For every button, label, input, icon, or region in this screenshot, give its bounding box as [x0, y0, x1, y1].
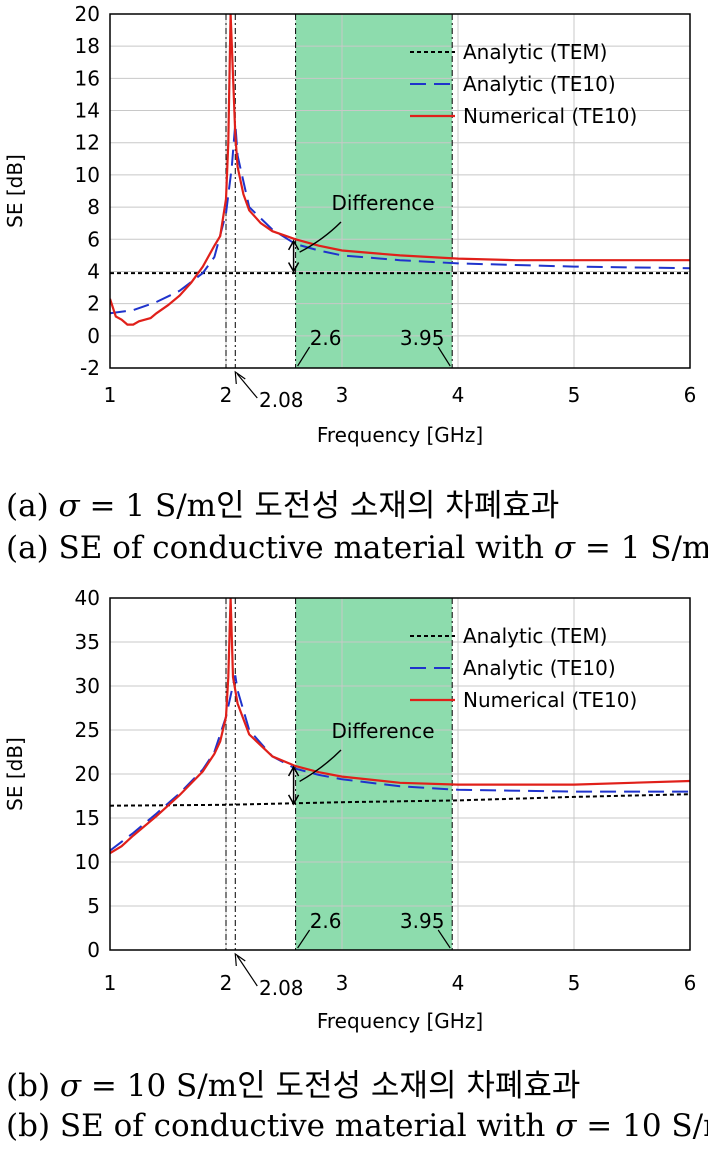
- y-tick-label: 8: [87, 195, 100, 219]
- y-tick-label: 15: [75, 806, 100, 830]
- caption-b-english-rest: = 10 S/m: [586, 1108, 708, 1144]
- plot-frame: [109, 13, 691, 369]
- y-tick-label: 4: [87, 259, 100, 283]
- x-axis-label: Frequency [GHz]: [317, 423, 483, 447]
- band-start-pointer: [297, 929, 311, 949]
- y-tick-label: 6: [87, 227, 100, 251]
- band-end-label: 3.95: [400, 909, 445, 933]
- legend-label-2: Numerical (TE10): [463, 104, 637, 128]
- x-tick-label: 2: [220, 383, 233, 407]
- difference-label: Difference: [331, 719, 434, 743]
- series-line-0: [110, 793, 690, 807]
- y-tick-label: 12: [75, 131, 100, 155]
- y-axis-label: SE [dB]: [3, 737, 27, 811]
- difference-pointer: [299, 221, 342, 253]
- resonance-arrowhead: [234, 952, 246, 967]
- y-tick-label: 16: [75, 66, 100, 90]
- band-start-pointer: [297, 346, 311, 367]
- series-group: [110, 14, 690, 326]
- y-tick-label: 40: [75, 586, 100, 610]
- caption-b-english: (b) SE of conductive material with σ = 1…: [6, 1108, 708, 1144]
- caption-a-english-sigma: σ: [553, 530, 576, 566]
- shaded-region: [295, 14, 453, 368]
- resonance-pointer: [236, 955, 258, 987]
- y-tick-label: 2: [87, 292, 100, 316]
- caption-b-korean-rest: = 10 S/m인 도전성 소재의 차폐효과: [81, 1068, 581, 1104]
- caption-b-english-sigma: σ: [555, 1108, 577, 1144]
- x-axis-label: Frequency [GHz]: [317, 1009, 483, 1033]
- caption-b-korean-sigma: σ: [59, 1068, 82, 1104]
- difference-arrowhead-bottom: [287, 794, 300, 806]
- series-group: [110, 598, 690, 855]
- x-tick-label: 3: [336, 971, 349, 995]
- y-tick-label: 20: [75, 762, 100, 786]
- y-tick-label: 18: [75, 34, 100, 58]
- difference-label: Difference: [331, 191, 434, 215]
- band-start-label: 2.6: [310, 326, 342, 350]
- band-end-pointer: [437, 346, 451, 367]
- x-tick-label: 6: [684, 971, 697, 995]
- series-line-1: [110, 675, 690, 852]
- legend-label-1: Analytic (TE10): [463, 656, 616, 680]
- y-tick-label: 25: [75, 718, 100, 742]
- x-tick-label: 5: [568, 383, 581, 407]
- difference-arrowhead-bottom: [287, 262, 300, 273]
- chart-panel-b: 0 5 10 15 20 25 30 35 40 1 2 3 4 5 6 Frequency [GHz] SE …: [3, 586, 696, 1033]
- x-tick-label: 1: [104, 383, 117, 407]
- caption-a-korean-prefix: (a): [6, 488, 59, 524]
- difference-pointer: [299, 749, 342, 783]
- x-tick-label: 4: [452, 971, 465, 995]
- caption-b-english-prefix: (b) SE of conductive material with: [6, 1108, 556, 1144]
- resonance-label: 2.08: [259, 388, 304, 412]
- band-end-label: 3.95: [400, 326, 445, 350]
- caption-a-korean-rest: = 1 S/m인 도전성 소재의 차폐효과: [79, 488, 560, 524]
- y-axis-label: SE [dB]: [3, 154, 27, 228]
- caption-a-english: (a) SE of conductive material with σ = 1…: [6, 530, 708, 566]
- x-tick-label: 1: [104, 971, 117, 995]
- caption-b-korean-prefix: (b): [6, 1068, 60, 1104]
- x-tick-label: 2: [220, 971, 233, 995]
- resonance-label: 2.08: [259, 976, 304, 1000]
- x-tick-label: 4: [452, 383, 465, 407]
- legend-label-0: Analytic (TEM): [463, 624, 607, 648]
- series-line-1: [110, 123, 690, 315]
- y-tick-label: 10: [75, 163, 100, 187]
- legend-label-0: Analytic (TEM): [463, 40, 607, 64]
- series-line-2: [110, 14, 690, 326]
- legend-label-2: Numerical (TE10): [463, 688, 637, 712]
- y-tick-label: 10: [75, 850, 100, 874]
- x-tick-label: 3: [336, 383, 349, 407]
- legend-label-1: Analytic (TE10): [463, 72, 616, 96]
- y-tick-label: 14: [75, 99, 100, 123]
- caption-a-english-rest: = 1 S/m: [575, 530, 708, 566]
- resonance-arrowhead: [234, 370, 246, 385]
- caption-a-english-prefix: (a) SE of conductive material with: [6, 530, 554, 566]
- band-end-pointer: [437, 929, 451, 949]
- plot-frame: [109, 597, 691, 951]
- band-start-label: 2.6: [310, 909, 342, 933]
- resonance-pointer: [236, 373, 258, 399]
- y-tick-label: 35: [75, 630, 100, 654]
- difference-arrowhead-top: [287, 765, 300, 777]
- y-tick-label: 30: [75, 674, 100, 698]
- difference-arrowhead-top: [287, 239, 300, 251]
- series-line-2: [110, 598, 690, 855]
- y-tick-label: 0: [87, 938, 100, 962]
- y-tick-label: 5: [87, 894, 100, 918]
- y-tick-label: 20: [75, 2, 100, 26]
- caption-a-korean-sigma: σ: [58, 488, 80, 524]
- y-tick-label: -2: [80, 356, 100, 380]
- x-tick-label: 6: [684, 383, 697, 407]
- caption-b-korean: (b) σ = 10 S/m인 도전성 소재의 차폐효과: [6, 1060, 580, 1105]
- y-tick-label: 0: [87, 324, 100, 348]
- caption-a-korean: (a) σ = 1 S/m인 도전성 소재의 차폐효과: [6, 480, 559, 525]
- x-tick-label: 5: [568, 971, 581, 995]
